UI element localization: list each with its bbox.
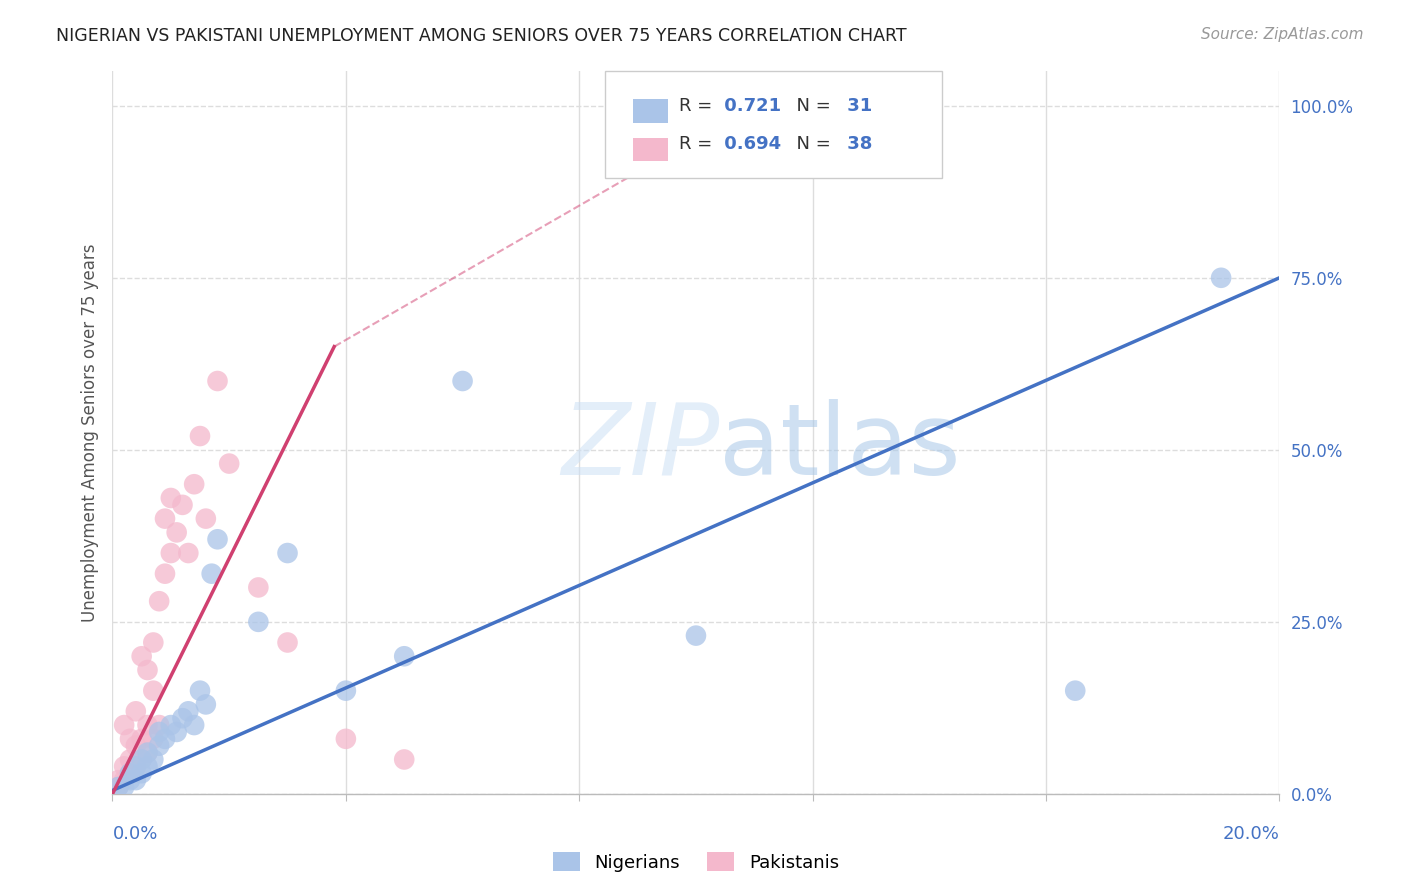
Point xyxy=(118,766,141,780)
Point xyxy=(125,759,148,773)
Point xyxy=(125,759,148,773)
Point xyxy=(112,759,135,773)
Point xyxy=(394,649,416,664)
Point xyxy=(207,374,229,388)
Point xyxy=(685,629,707,643)
Point xyxy=(166,725,188,739)
Point xyxy=(125,773,148,788)
Text: 31: 31 xyxy=(841,97,872,115)
Point xyxy=(136,718,159,732)
Point xyxy=(131,752,153,766)
Text: 0.721: 0.721 xyxy=(718,97,782,115)
Text: N =: N = xyxy=(785,136,837,153)
Point xyxy=(247,581,270,595)
Point xyxy=(142,731,165,746)
Point xyxy=(172,711,194,725)
Point xyxy=(118,773,141,788)
Point xyxy=(172,498,194,512)
Point xyxy=(177,704,200,718)
Point xyxy=(276,546,298,560)
Point xyxy=(194,511,217,525)
Legend: Nigerians, Pakistanis: Nigerians, Pakistanis xyxy=(546,845,846,879)
Point xyxy=(118,766,141,780)
Point xyxy=(112,780,135,794)
Point xyxy=(125,739,148,753)
Point xyxy=(183,477,205,491)
Point xyxy=(276,635,298,649)
Point xyxy=(153,511,176,525)
Text: N =: N = xyxy=(785,97,837,115)
Point xyxy=(153,566,176,581)
Point xyxy=(247,615,270,629)
Text: 38: 38 xyxy=(841,136,872,153)
Point xyxy=(166,525,188,540)
Point xyxy=(451,374,474,388)
Point xyxy=(394,752,416,766)
Point xyxy=(335,731,357,746)
Point xyxy=(142,752,165,766)
Point xyxy=(201,566,224,581)
Y-axis label: Unemployment Among Seniors over 75 years: Unemployment Among Seniors over 75 years xyxy=(80,244,98,622)
Text: 20.0%: 20.0% xyxy=(1223,825,1279,843)
Point xyxy=(112,773,135,788)
Point xyxy=(1064,683,1087,698)
Text: 0.694: 0.694 xyxy=(718,136,782,153)
Text: R =: R = xyxy=(679,97,718,115)
Text: atlas: atlas xyxy=(720,399,960,496)
Text: Source: ZipAtlas.com: Source: ZipAtlas.com xyxy=(1201,27,1364,42)
Text: NIGERIAN VS PAKISTANI UNEMPLOYMENT AMONG SENIORS OVER 75 YEARS CORRELATION CHART: NIGERIAN VS PAKISTANI UNEMPLOYMENT AMONG… xyxy=(56,27,907,45)
Point xyxy=(148,594,170,608)
Point xyxy=(183,718,205,732)
Point xyxy=(107,780,129,794)
Point xyxy=(1209,270,1232,285)
Point xyxy=(160,546,183,560)
Point xyxy=(142,683,165,698)
Point xyxy=(188,429,211,443)
Point xyxy=(125,704,148,718)
Text: ZIP: ZIP xyxy=(561,399,720,496)
Point xyxy=(136,746,159,760)
Point xyxy=(112,718,135,732)
Point xyxy=(131,766,153,780)
Point xyxy=(177,546,200,560)
Point xyxy=(188,683,211,698)
Point xyxy=(207,533,229,547)
Point xyxy=(118,752,141,766)
Point xyxy=(194,698,217,712)
Text: R =: R = xyxy=(679,136,718,153)
Point xyxy=(136,663,159,677)
Point xyxy=(107,773,129,788)
Point xyxy=(160,491,183,505)
Point xyxy=(131,752,153,766)
Point xyxy=(148,725,170,739)
Point xyxy=(218,457,240,471)
Point xyxy=(335,683,357,698)
Point xyxy=(136,759,159,773)
Point xyxy=(118,731,141,746)
Point xyxy=(148,739,170,753)
Point xyxy=(131,731,153,746)
Text: 0.0%: 0.0% xyxy=(112,825,157,843)
Point xyxy=(160,718,183,732)
Point xyxy=(153,731,176,746)
Point xyxy=(136,746,159,760)
Point xyxy=(107,780,129,794)
Point xyxy=(131,649,153,664)
Point xyxy=(142,635,165,649)
Point xyxy=(148,718,170,732)
